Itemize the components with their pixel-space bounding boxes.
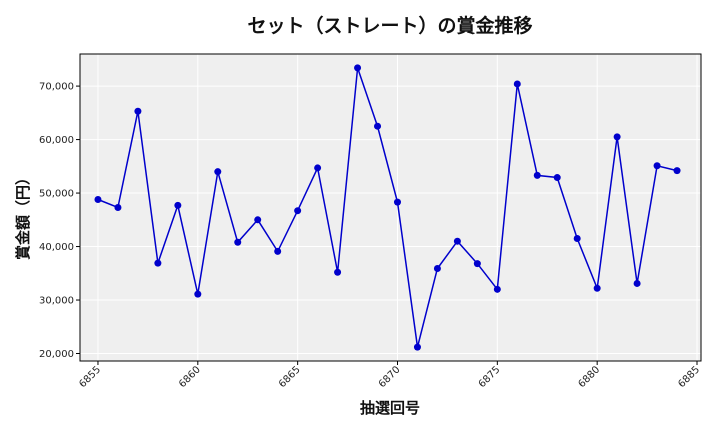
x-tick-label: 6855 xyxy=(77,364,103,390)
data-point xyxy=(134,107,142,115)
plot-frame xyxy=(79,53,702,362)
y-tick-label: 50,000 xyxy=(39,189,74,200)
data-point xyxy=(613,133,621,141)
data-point xyxy=(453,237,461,245)
data-point xyxy=(433,264,441,272)
x-axis-label: 抽選回号 xyxy=(360,399,420,417)
data-point xyxy=(653,162,661,170)
x-tick-label: 6875 xyxy=(477,364,503,390)
series-line-layer xyxy=(97,67,678,348)
series-markers xyxy=(94,64,681,351)
y-tick-label: 20,000 xyxy=(39,349,74,360)
data-point xyxy=(314,164,322,172)
chart-title: セット（ストレート）の賞金推移 xyxy=(247,14,532,37)
data-point xyxy=(294,207,302,215)
data-point xyxy=(354,64,362,72)
data-point xyxy=(194,290,202,298)
data-point xyxy=(234,238,242,246)
x-tick-label: 6865 xyxy=(277,364,303,390)
data-point xyxy=(174,201,182,209)
x-tick-label: 6880 xyxy=(577,364,603,390)
x-tick-label: 6885 xyxy=(676,364,702,390)
data-point xyxy=(214,168,222,176)
data-point xyxy=(553,174,561,182)
data-point xyxy=(334,268,342,276)
data-point xyxy=(393,198,401,206)
y-tick-label: 60,000 xyxy=(39,135,74,146)
x-tick-label: 6860 xyxy=(177,364,203,390)
data-point xyxy=(94,195,102,203)
y-tick-label: 40,000 xyxy=(39,242,74,253)
y-axis-label: 賞金額（円） xyxy=(14,170,32,260)
y-axis-ticks: 20,000 30,000 40,000 50,000 60,000 70,000 xyxy=(39,82,80,360)
y-tick-label: 30,000 xyxy=(39,296,74,307)
data-point xyxy=(533,171,541,179)
data-point xyxy=(374,122,382,130)
data-point xyxy=(413,343,421,351)
data-point xyxy=(473,260,481,268)
x-tick-label: 6870 xyxy=(377,364,403,390)
data-point xyxy=(673,167,681,175)
axes xyxy=(79,53,702,362)
data-point xyxy=(633,279,641,287)
series-line xyxy=(97,67,678,348)
data-point xyxy=(254,216,262,224)
data-point xyxy=(513,80,521,88)
data-point xyxy=(573,235,581,243)
data-point xyxy=(274,247,282,255)
data-point xyxy=(593,284,601,292)
x-axis-ticks: 6855 6860 6865 6870 6875 6880 6885 xyxy=(77,361,702,390)
data-point xyxy=(493,285,501,293)
y-tick-label: 70,000 xyxy=(39,82,74,93)
data-point xyxy=(114,204,122,211)
data-point xyxy=(154,259,162,267)
